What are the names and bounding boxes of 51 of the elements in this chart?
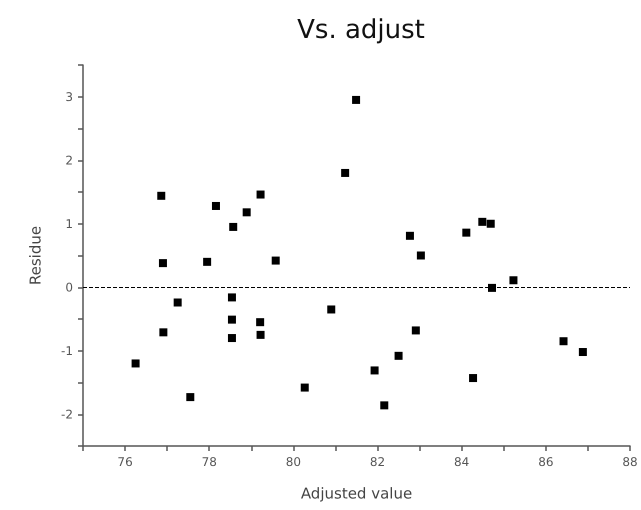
point <box>186 393 194 402</box>
x-tick-label: 82 <box>370 455 386 469</box>
y-tick-label: 2 <box>65 153 73 168</box>
x-tick-label: 76 <box>117 455 133 469</box>
point <box>488 284 496 292</box>
point <box>212 202 220 210</box>
chart-title: Vs. adjust <box>297 15 425 45</box>
y-tick-label: -2 <box>61 407 73 422</box>
point <box>370 366 379 374</box>
point <box>412 326 420 334</box>
point <box>157 192 166 200</box>
x-tick-label: 78 <box>202 455 217 469</box>
point <box>478 218 486 226</box>
point <box>174 298 182 306</box>
point <box>406 232 414 240</box>
x-tick-label: 86 <box>538 455 554 469</box>
x-axis-title: Adjusted value <box>300 484 412 502</box>
y-axis-title: Residue <box>26 226 44 286</box>
point <box>272 256 280 265</box>
point <box>509 276 518 284</box>
point <box>416 252 425 260</box>
point <box>242 208 251 216</box>
x-tick-label: 84 <box>454 455 470 469</box>
point <box>327 305 336 314</box>
point <box>228 334 236 342</box>
point <box>300 384 309 392</box>
point <box>256 318 264 326</box>
point <box>158 259 167 268</box>
point <box>380 401 388 410</box>
y-tick-label: 0 <box>65 280 73 294</box>
point <box>469 374 478 382</box>
y-tick-label: -1 <box>61 344 73 358</box>
point <box>462 228 470 237</box>
point <box>560 337 568 346</box>
point <box>394 352 403 360</box>
point <box>132 359 140 368</box>
point <box>229 222 238 231</box>
point <box>256 330 265 339</box>
point <box>228 293 236 302</box>
point <box>341 168 350 177</box>
y-tick-label: 3 <box>65 90 73 104</box>
point <box>228 316 236 324</box>
point <box>203 258 212 266</box>
point <box>256 190 265 199</box>
point <box>578 348 587 356</box>
point <box>352 96 360 104</box>
x-tick-label: 80 <box>286 455 302 469</box>
x-tick-label: 88 <box>622 455 638 469</box>
point <box>159 328 168 336</box>
y-tick-label: 1 <box>65 216 73 231</box>
point <box>486 220 495 228</box>
